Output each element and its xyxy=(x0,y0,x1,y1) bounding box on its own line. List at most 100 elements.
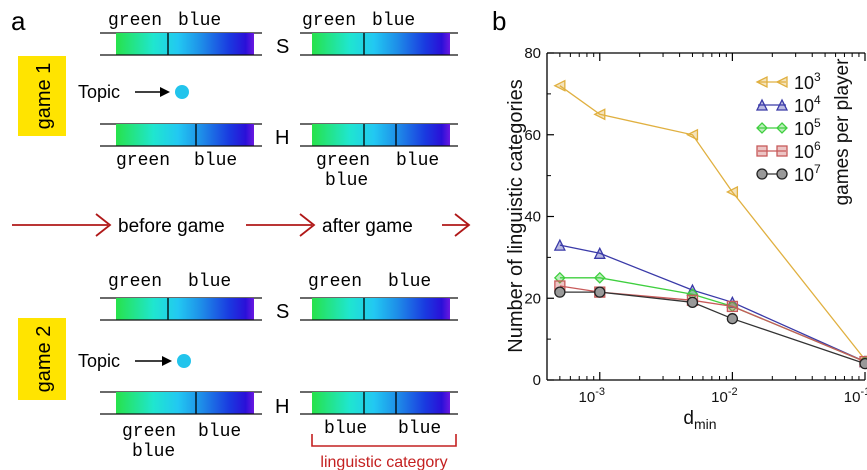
y-tick-label: 80 xyxy=(524,45,541,62)
color-spectrum-bar xyxy=(116,33,254,55)
g2-topic: Topic xyxy=(78,351,191,371)
word-green: green xyxy=(108,272,162,292)
g2-hearer-after: blue blue xyxy=(300,391,458,439)
legend-marker xyxy=(756,122,768,134)
legend-title: games per player xyxy=(832,58,853,205)
color-spectrum-bar xyxy=(312,33,450,55)
data-point xyxy=(553,271,566,284)
series-1e7 xyxy=(554,286,867,370)
hearer-symbol: H xyxy=(275,396,289,418)
word-blue: blue xyxy=(388,272,431,292)
legend-marker xyxy=(776,168,788,180)
data-point xyxy=(726,300,739,313)
g2-speaker-before: green blue xyxy=(100,272,262,321)
word-blue: blue xyxy=(188,272,231,292)
word-blue: blue xyxy=(194,151,237,171)
word-green: green xyxy=(308,272,362,292)
word-green: green xyxy=(302,11,356,31)
g2-hearer-before: green blue blue xyxy=(100,391,262,462)
series-line xyxy=(559,85,866,361)
legend-marker xyxy=(756,168,768,180)
speaker-symbol: S xyxy=(276,36,289,58)
legend-marker xyxy=(776,145,788,157)
topic-label: Topic xyxy=(78,351,120,371)
g1-speaker-before: green blue xyxy=(100,11,262,56)
legend-label: 107 xyxy=(794,162,821,185)
x-tick-label: 10-3 xyxy=(579,386,605,406)
color-spectrum-bar xyxy=(116,392,254,414)
word-green: green xyxy=(316,151,370,171)
word-blue: blue xyxy=(178,11,221,31)
legend-marker xyxy=(776,122,788,134)
g1-hearer-before: green blue xyxy=(100,123,262,171)
x-axis-label: dmin xyxy=(683,408,716,432)
data-point xyxy=(725,185,739,199)
word-blue: blue xyxy=(324,419,367,439)
data-point xyxy=(593,108,606,121)
y-tick-label: 20 xyxy=(524,290,541,307)
legend-marker xyxy=(775,75,788,89)
topic-color-dot xyxy=(177,354,191,368)
g1-topic: Topic xyxy=(78,82,189,102)
linguistic-category-label: linguistic category xyxy=(320,454,447,470)
panel-a-label: a xyxy=(11,6,26,36)
arrow-head-icon xyxy=(160,87,170,97)
data-point xyxy=(593,271,606,284)
chart-panel-b: 0 20 40 60 80 10-3 10-2 10-1 Number of linguisti… xyxy=(505,45,867,432)
word-blue: blue xyxy=(372,11,415,31)
legend-label: 104 xyxy=(794,93,821,116)
color-spectrum-bar xyxy=(116,124,254,146)
legend-marker xyxy=(756,145,768,157)
color-spectrum-bar xyxy=(312,124,450,146)
data-point xyxy=(553,79,566,92)
timeline-arrow: before game after game xyxy=(12,213,471,237)
linguistic-category-bracket: linguistic category xyxy=(311,434,457,470)
y-axis-label: Number of linguistic categories xyxy=(505,79,527,352)
legend-label: 106 xyxy=(794,139,821,162)
data-point xyxy=(594,286,606,298)
legend-marker xyxy=(755,75,768,89)
topic-label: Topic xyxy=(78,82,120,102)
data-point xyxy=(593,246,606,259)
data-point xyxy=(859,358,867,370)
legend-label: 103 xyxy=(794,70,821,93)
g1-hearer-after: green blue blue xyxy=(300,123,458,191)
hearer-symbol: H xyxy=(275,127,289,149)
x-tick-label: 10-1 xyxy=(844,386,867,406)
g2-speaker-after: green blue xyxy=(300,272,458,321)
before-game-label: before game xyxy=(118,216,225,237)
word-blue: blue xyxy=(132,442,175,462)
speaker-symbol: S xyxy=(276,301,289,323)
word-blue: blue xyxy=(396,151,439,171)
panel-b-label: b xyxy=(492,6,506,36)
word-blue: blue xyxy=(325,171,368,191)
g1-speaker-after: green blue xyxy=(300,11,458,56)
word-blue: blue xyxy=(198,422,241,442)
series-line xyxy=(559,285,866,363)
y-tick-label: 60 xyxy=(524,127,541,144)
y-tick-label: 0 xyxy=(533,372,541,389)
series-line xyxy=(559,277,866,363)
word-blue: blue xyxy=(398,419,441,439)
data-point xyxy=(554,286,566,298)
color-spectrum-bar xyxy=(116,298,254,320)
y-tick-label: 40 xyxy=(524,209,541,226)
word-green: green xyxy=(108,11,162,31)
legend-marker xyxy=(775,98,789,111)
data-point xyxy=(686,296,699,308)
x-tick-label: 10-2 xyxy=(711,386,737,406)
arrow-head-icon xyxy=(162,356,172,366)
game-2-badge: game 2 xyxy=(18,318,66,400)
word-green: green xyxy=(122,422,176,442)
data-point xyxy=(726,313,739,325)
color-spectrum-bar xyxy=(312,298,450,320)
word-green: green xyxy=(116,151,170,171)
game-1-label: game 1 xyxy=(33,63,55,130)
data-point xyxy=(553,238,566,251)
color-spectrum-bar xyxy=(312,392,450,414)
game-2-label: game 2 xyxy=(33,326,55,393)
legend-marker xyxy=(755,98,769,111)
topic-color-dot xyxy=(175,85,189,99)
